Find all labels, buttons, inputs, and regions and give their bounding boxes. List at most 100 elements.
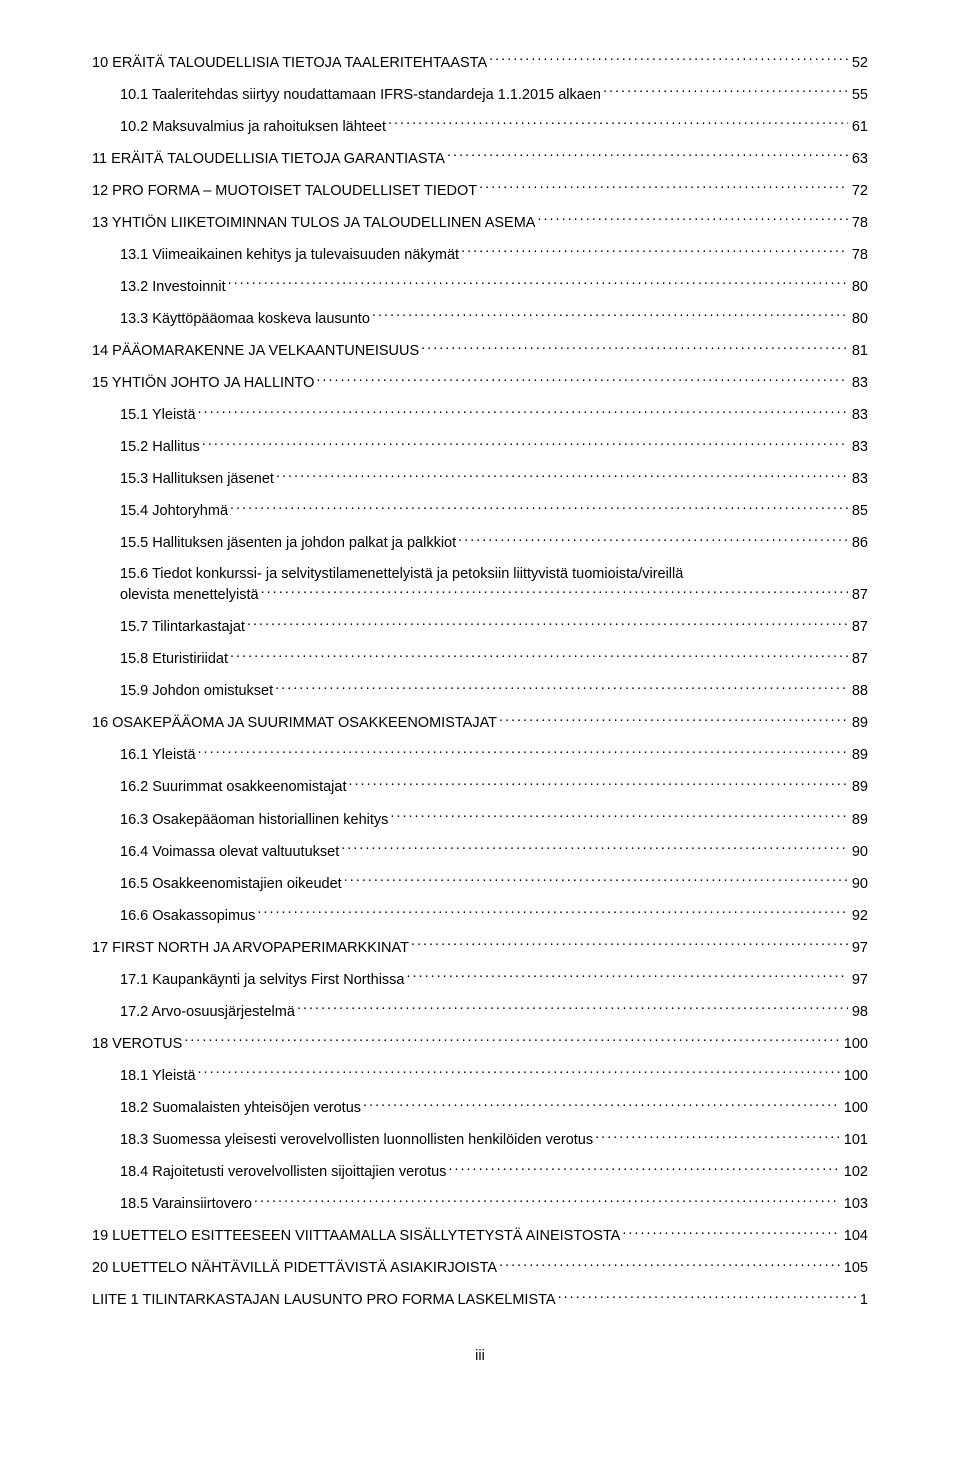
toc-label: 16.4 Voimassa olevat valtuutukset xyxy=(120,843,339,863)
toc-leader-dots xyxy=(341,841,848,856)
page-number: iii xyxy=(92,1347,868,1367)
toc-leader-dots xyxy=(595,1130,840,1145)
toc-entry: 11 ERÄITÄ TALOUDELLISIA TIETOJA GARANTIA… xyxy=(92,148,868,169)
toc-leader-dots xyxy=(537,212,847,227)
toc-leader-dots xyxy=(230,501,848,516)
toc-entry: 16.3 Osakepääoman historiallinen kehitys… xyxy=(92,809,868,830)
toc-page-number: 97 xyxy=(850,939,868,959)
toc-page-number: 98 xyxy=(850,1003,868,1023)
toc-entry: 17 FIRST NORTH JA ARVOPAPERIMARKKINAT97 xyxy=(92,937,868,958)
toc-leader-dots xyxy=(407,969,848,984)
toc-label: 13.2 Investoinnit xyxy=(120,278,226,298)
toc-leader-dots xyxy=(447,148,848,163)
toc-leader-dots xyxy=(254,1194,840,1209)
toc-page-number: 92 xyxy=(850,907,868,927)
toc-leader-dots xyxy=(247,617,848,632)
toc-label: 15.4 Johtoryhmä xyxy=(120,502,228,522)
toc-leader-dots xyxy=(257,905,847,920)
toc-label: 15.5 Hallituksen jäsenten ja johdon palk… xyxy=(120,534,456,554)
toc-entry: 18.1 Yleistä100 xyxy=(92,1066,868,1087)
toc-page-number: 83 xyxy=(850,406,868,426)
toc-page-number: 100 xyxy=(842,1067,868,1087)
toc-page-number: 90 xyxy=(850,875,868,895)
toc-entry: 17.2 Arvo-osuusjärjestelmä 98 xyxy=(92,1001,868,1022)
toc-label: 15.9 Johdon omistukset xyxy=(120,682,273,702)
toc-entry: 12 PRO FORMA – MUOTOISET TALOUDELLISET T… xyxy=(92,180,868,201)
toc-entry: 16.6 Osakassopimus92 xyxy=(92,905,868,926)
toc-label: 15.3 Hallituksen jäsenet xyxy=(120,470,274,490)
toc-entry: 18.3 Suomessa yleisesti verovelvollisten… xyxy=(92,1130,868,1151)
toc-page-number: 90 xyxy=(850,843,868,863)
toc-leader-dots xyxy=(499,713,848,728)
toc-page-number: 72 xyxy=(850,182,868,202)
toc-leader-dots xyxy=(316,373,847,388)
toc-leader-dots xyxy=(275,681,848,696)
toc-page-number: 97 xyxy=(850,971,868,991)
toc-leader-dots xyxy=(297,1001,848,1016)
toc-page-number: 87 xyxy=(850,586,868,606)
toc-label: olevista menettelyistä xyxy=(120,586,259,606)
toc-leader-dots xyxy=(230,649,848,664)
toc-page-number: 105 xyxy=(842,1259,868,1279)
toc-entry: 16.5 Osakkeenomistajien oikeudet 90 xyxy=(92,873,868,894)
toc-leader-dots xyxy=(202,437,848,452)
toc-entry: 18.5 Varainsiirtovero103 xyxy=(92,1194,868,1215)
toc-label: 14 PÄÄOMARAKENNE JA VELKAANTUNEISUUS xyxy=(92,342,419,362)
toc-entry: 13.3 Käyttöpääomaa koskeva lausunto80 xyxy=(92,309,868,330)
toc-page-number: 87 xyxy=(850,650,868,670)
toc-page-number: 100 xyxy=(842,1099,868,1119)
toc-entry: 18.4 Rajoitetusti verovelvollisten sijoi… xyxy=(92,1162,868,1183)
toc-label: 12 PRO FORMA – MUOTOISET TALOUDELLISET T… xyxy=(92,182,477,202)
toc-page-number: 89 xyxy=(850,778,868,798)
toc-label: 16.5 Osakkeenomistajien oikeudet xyxy=(120,875,342,895)
toc-entry: 10.2 Maksuvalmius ja rahoituksen lähteet… xyxy=(92,116,868,137)
toc-label: 10.2 Maksuvalmius ja rahoituksen lähteet xyxy=(120,118,386,138)
toc-label: 20 LUETTELO NÄHTÄVILLÄ PIDETTÄVISTÄ ASIA… xyxy=(92,1259,497,1279)
toc-leader-dots xyxy=(228,276,848,291)
toc-entry: 20 LUETTELO NÄHTÄVILLÄ PIDETTÄVISTÄ ASIA… xyxy=(92,1258,868,1279)
toc-leader-dots xyxy=(603,84,848,99)
toc-label: LIITE 1 TILINTARKASTAJAN LAUSUNTO PRO FO… xyxy=(92,1291,556,1311)
toc-page-number: 78 xyxy=(850,246,868,266)
toc-leader-dots xyxy=(198,745,848,760)
toc-entry: 16.1 Yleistä89 xyxy=(92,745,868,766)
toc-page-number: 1 xyxy=(858,1291,868,1311)
toc-page-number: 87 xyxy=(850,618,868,638)
toc-page-number: 86 xyxy=(850,534,868,554)
toc-leader-dots xyxy=(363,1098,840,1113)
toc-label: 16.1 Yleistä xyxy=(120,746,196,766)
toc-label: 15.6 Tiedot konkurssi- ja selvitystilame… xyxy=(120,565,868,585)
toc-page-number: 100 xyxy=(842,1035,868,1055)
toc-entry: 15.2 Hallitus83 xyxy=(92,437,868,458)
toc-leader-dots xyxy=(388,116,848,131)
toc-page-number: 78 xyxy=(850,214,868,234)
toc-entry: 13.1 Viimeaikainen kehitys ja tulevaisuu… xyxy=(92,244,868,265)
toc-leader-dots xyxy=(558,1290,856,1305)
toc-leader-dots xyxy=(499,1258,840,1273)
toc-entry: 15.6 Tiedot konkurssi- ja selvitystilame… xyxy=(92,565,868,606)
table-of-contents: 10 ERÄITÄ TALOUDELLISIA TIETOJA TAALERIT… xyxy=(92,52,868,1311)
toc-leader-dots xyxy=(448,1162,839,1177)
toc-label: 15.2 Hallitus xyxy=(120,438,200,458)
toc-leader-dots xyxy=(344,873,848,888)
toc-page-number: 52 xyxy=(850,54,868,74)
toc-entry: LIITE 1 TILINTARKASTAJAN LAUSUNTO PRO FO… xyxy=(92,1290,868,1311)
toc-page-number: 88 xyxy=(850,682,868,702)
toc-label: 13.1 Viimeaikainen kehitys ja tulevaisuu… xyxy=(120,246,459,266)
toc-leader-dots xyxy=(461,244,848,259)
toc-page-number: 80 xyxy=(850,278,868,298)
toc-page-number: 55 xyxy=(850,86,868,106)
toc-label: 17.2 Arvo-osuusjärjestelmä xyxy=(120,1003,295,1023)
toc-entry: 10.1 Taaleritehdas siirtyy noudattamaan … xyxy=(92,84,868,105)
toc-entry: 10 ERÄITÄ TALOUDELLISIA TIETOJA TAALERIT… xyxy=(92,52,868,73)
toc-label: 19 LUETTELO ESITTEESEEN VIITTAAMALLA SIS… xyxy=(92,1227,620,1247)
toc-entry: 15.7 Tilintarkastajat87 xyxy=(92,617,868,638)
toc-label: 10.1 Taaleritehdas siirtyy noudattamaan … xyxy=(120,86,601,106)
toc-entry: 18 VEROTUS100 xyxy=(92,1033,868,1054)
toc-leader-dots xyxy=(479,180,848,195)
toc-page-number: 101 xyxy=(842,1131,868,1151)
toc-leader-dots xyxy=(411,937,848,952)
toc-entry: 15.5 Hallituksen jäsenten ja johdon palk… xyxy=(92,533,868,554)
toc-label: 18.3 Suomessa yleisesti verovelvollisten… xyxy=(120,1131,593,1151)
toc-label: 15 YHTIÖN JOHTO JA HALLINTO xyxy=(92,374,314,394)
